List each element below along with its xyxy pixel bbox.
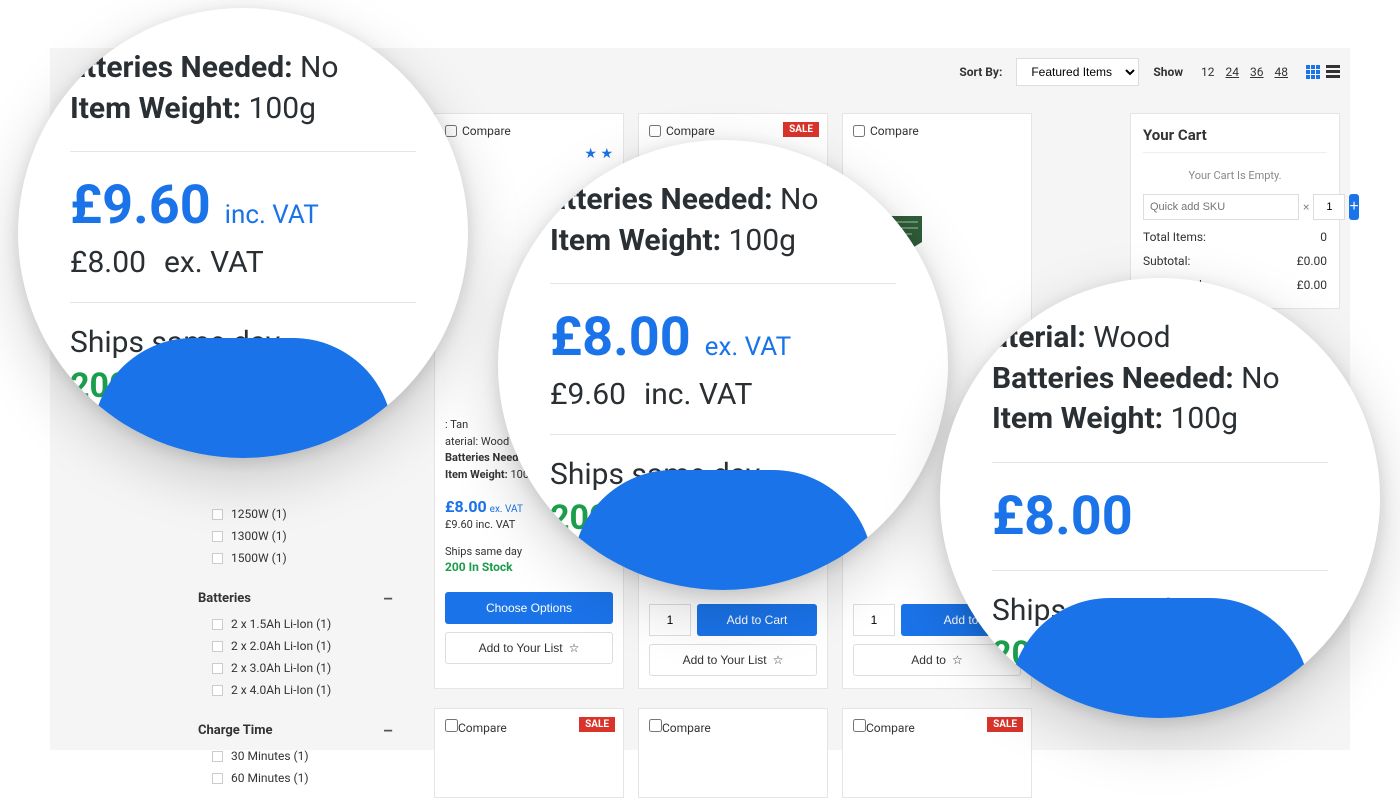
compare-checkbox[interactable]: [853, 125, 865, 137]
compare-checkbox[interactable]: [649, 719, 662, 732]
filter-heading-batteries[interactable]: Batteries–: [198, 583, 393, 613]
show-12[interactable]: 12: [1201, 65, 1215, 79]
price-note: ex. VAT: [490, 504, 523, 515]
add-to-list-button[interactable]: Add to Your List: [649, 644, 817, 676]
compare-checkbox[interactable]: [445, 125, 457, 137]
filter-item[interactable]: 2 x 2.0Ah Li-Ion (1): [198, 635, 393, 657]
product-card: Compare: [638, 708, 828, 798]
list-view-icon[interactable]: [1326, 65, 1340, 79]
price-plain: £8.00: [992, 485, 1133, 548]
filter-item[interactable]: 30 Minutes (1): [198, 745, 393, 767]
show-options: 12 24 36 48: [1197, 65, 1292, 79]
sale-badge: SALE: [783, 122, 819, 137]
magnifier-circle-2: atteries Needed: No Item Weight: 100g £8…: [498, 140, 948, 590]
filter-item[interactable]: 2 x 1.5Ah Li-Ion (1): [198, 613, 393, 635]
filter-item[interactable]: 2 x 4.0Ah Li-Ion (1): [198, 679, 393, 701]
filter-item[interactable]: 1250W (1): [198, 503, 393, 525]
magnifier-circle-3: aterial: Wood Batteries Needed: No Item …: [940, 278, 1380, 718]
filter-heading-charge-time[interactable]: Charge Time–: [198, 715, 393, 745]
filter-item[interactable]: 60 Minutes (1): [198, 767, 393, 789]
compare-label: Compare: [870, 124, 919, 138]
show-48[interactable]: 48: [1275, 65, 1289, 79]
compare-checkbox[interactable]: [853, 719, 866, 732]
button-pill: [1010, 598, 1310, 718]
compare-label: Compare: [666, 124, 715, 138]
compare-label: Compare: [462, 124, 511, 138]
star-icon: [773, 653, 784, 667]
compare-checkbox[interactable]: [445, 719, 458, 732]
times-icon: ×: [1303, 194, 1309, 220]
price-ex-vat: £8.00: [550, 306, 691, 369]
show-label: Show: [1153, 65, 1183, 79]
magnifier-circle-1: atteries Needed: No Item Weight: 100g £9…: [18, 8, 468, 458]
grand-total-value: £0.00: [1297, 278, 1327, 292]
product-grid-row2: Compare SALE Compare Compare SALE: [434, 708, 1032, 798]
price-inc-vat: £9.60: [70, 174, 211, 237]
grid-view-icon[interactable]: [1306, 65, 1320, 79]
product-card: Compare SALE: [842, 708, 1032, 798]
quick-add-sku-input[interactable]: [1143, 194, 1299, 220]
show-24[interactable]: 24: [1226, 65, 1240, 79]
sale-badge: SALE: [987, 717, 1023, 732]
add-to-list-button[interactable]: Add to Your List: [445, 632, 613, 664]
add-to-cart-button[interactable]: Add to Cart: [697, 604, 817, 636]
star-icon: [569, 641, 580, 655]
choose-options-button[interactable]: Choose Options: [445, 592, 613, 624]
qty-input[interactable]: [649, 604, 691, 636]
compare-checkbox[interactable]: [649, 125, 661, 137]
filter-sidebar: 1250W (1) 1300W (1) 1500W (1) Batteries–…: [198, 503, 393, 803]
total-items-value: 0: [1320, 230, 1327, 244]
toolbar: Sort By: Featured Items Show 12 24 36 48: [959, 58, 1340, 86]
button-pill: [573, 470, 873, 590]
filter-item[interactable]: 2 x 3.0Ah Li-Ion (1): [198, 657, 393, 679]
sale-badge: SALE: [579, 717, 615, 732]
collapse-icon: –: [383, 721, 393, 740]
cart-empty-text: Your Cart Is Empty.: [1143, 161, 1327, 194]
show-36[interactable]: 36: [1250, 65, 1264, 79]
filter-item[interactable]: 1300W (1): [198, 525, 393, 547]
product-card: Compare SALE: [434, 708, 624, 798]
qty-input[interactable]: [853, 604, 895, 636]
rating-stars: ★ ★: [445, 146, 613, 162]
quick-add-qty-input[interactable]: [1313, 194, 1345, 220]
total-items-label: Total Items:: [1143, 230, 1206, 244]
subtotal-label: Subtotal:: [1143, 254, 1190, 268]
button-pill: [93, 338, 393, 458]
collapse-icon: –: [383, 589, 393, 608]
price-main: £8.00: [445, 497, 487, 516]
sort-by-label: Sort By:: [959, 65, 1002, 79]
cart-title: Your Cart: [1143, 126, 1327, 144]
quick-add-button[interactable]: +: [1349, 194, 1358, 220]
filter-item[interactable]: 1500W (1): [198, 547, 393, 569]
sort-by-select[interactable]: Featured Items: [1016, 58, 1139, 86]
star-icon: [952, 653, 963, 667]
subtotal-value: £0.00: [1297, 254, 1327, 268]
